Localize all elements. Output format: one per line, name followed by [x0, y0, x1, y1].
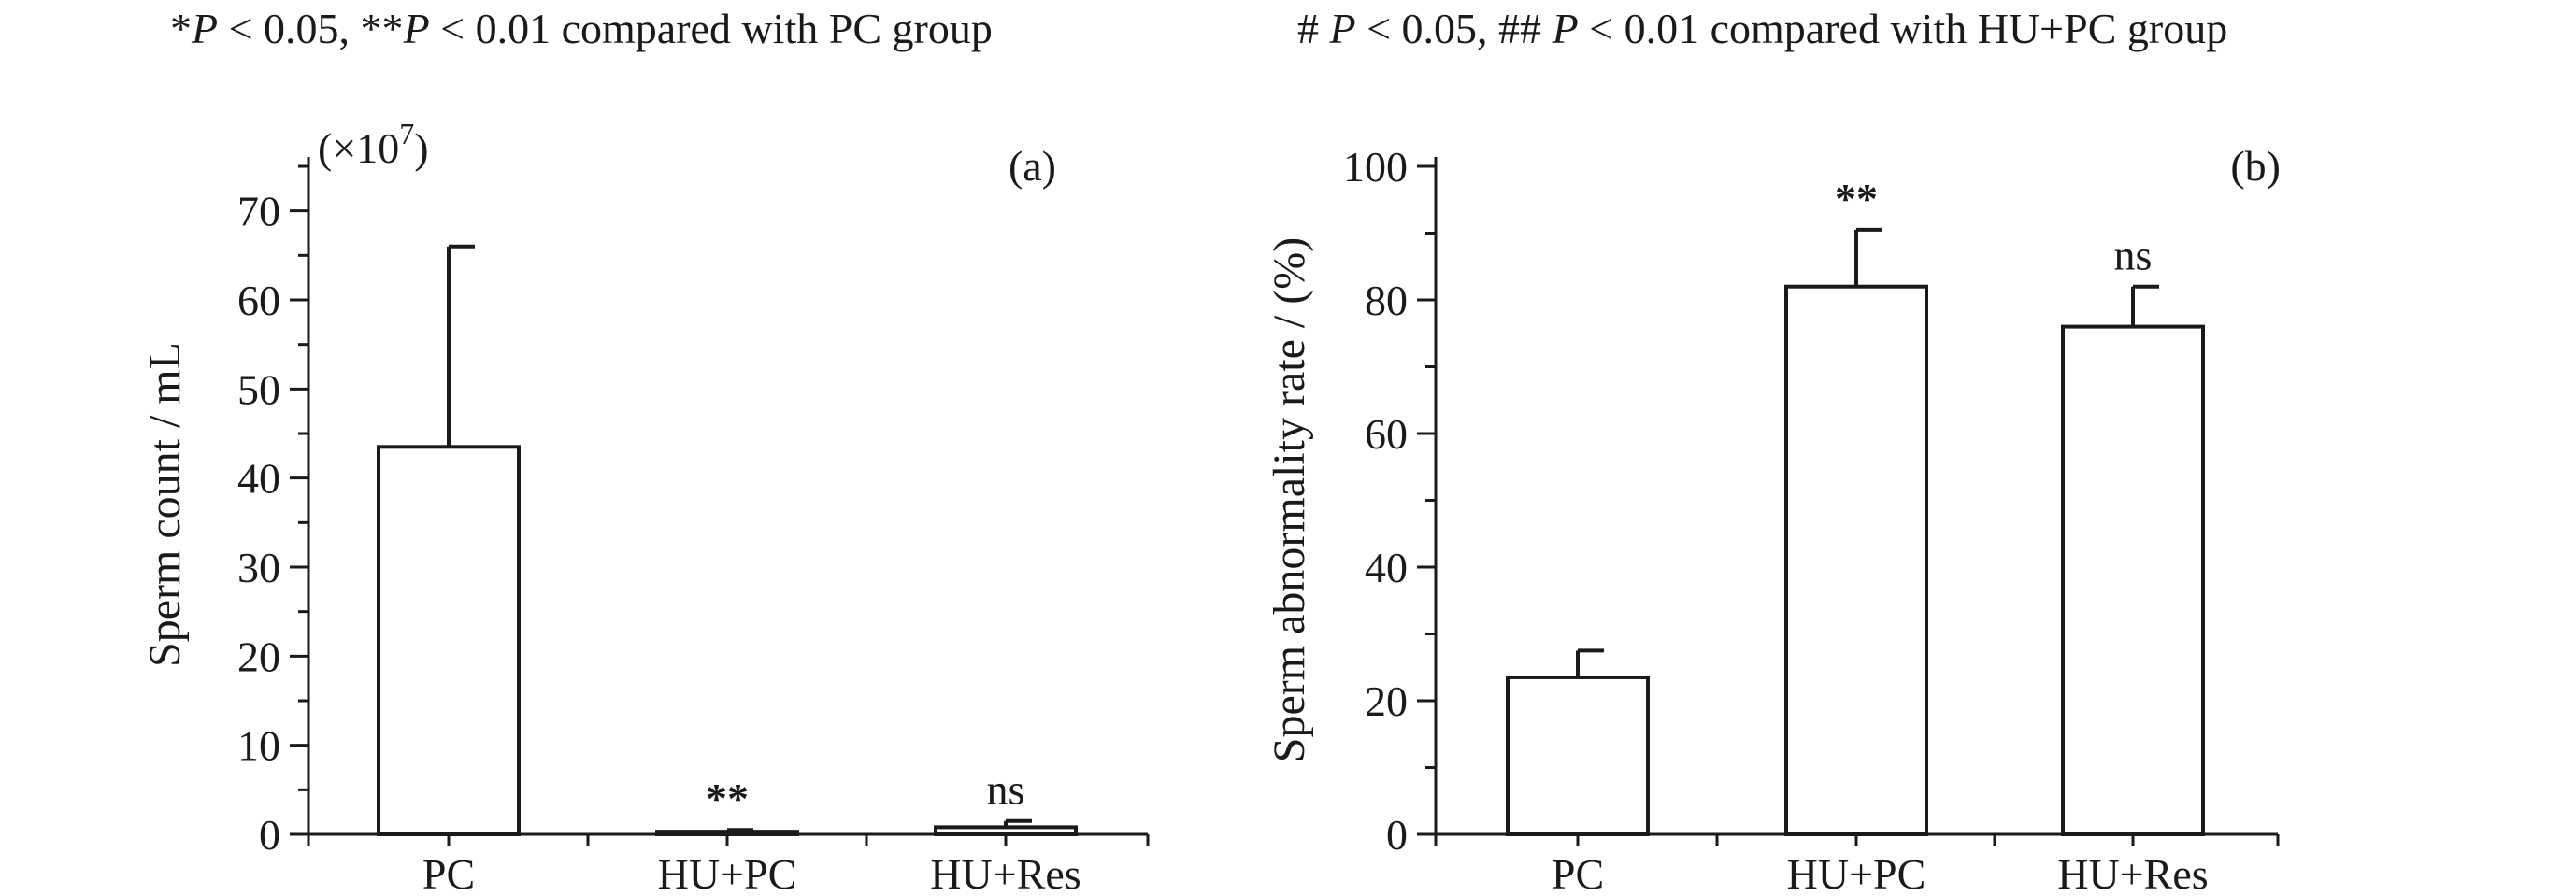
bar-hu-res	[2061, 324, 2205, 837]
bar-hu-pc	[1784, 284, 1928, 836]
x-category-label: HU+Res	[930, 850, 1080, 896]
y-tick-label: 50	[237, 365, 280, 413]
p-symbol: P	[403, 5, 430, 52]
note-text: *	[170, 5, 192, 52]
panel-label: (a)	[1009, 142, 1056, 190]
y-tick-label: 0	[259, 811, 280, 859]
p-symbol: P	[1552, 5, 1579, 52]
note-text: #	[1297, 5, 1330, 52]
significance-note-hu-pc: # P < 0.05, ## P < 0.01 compared with HU…	[1297, 5, 2227, 52]
y-tick-label: 70	[237, 188, 280, 235]
y-axis-title: Sperm abnormality rate / (%)	[1265, 237, 1314, 762]
significance-annotation: **	[1835, 175, 1878, 222]
panel-a-sperm-count-chart: 0 10 20 30 40 50 60 70 PC HU+PC ** HU+Res ns (a) Sperm…	[140, 117, 1150, 896]
x-category-label: HU+Res	[2057, 850, 2208, 896]
y-tick-label: 60	[237, 277, 280, 324]
y-tick-label: 30	[237, 544, 280, 591]
y-axis-title: Sperm count / mL	[140, 342, 190, 667]
y-tick-label: 20	[237, 633, 280, 680]
note-text: < 0.05, **	[218, 5, 403, 52]
y-tick-label: 20	[1365, 677, 1408, 725]
y-tick-label: 60	[1365, 410, 1408, 458]
y-tick-label: 40	[1365, 544, 1408, 591]
y-axis-multiplier: (×107)	[318, 117, 429, 172]
significance-annotation: ns	[2114, 232, 2153, 279]
note-text: < 0.01 compared with PC group	[430, 5, 993, 52]
x-category-label: PC	[422, 850, 475, 896]
panel-label: (b)	[2230, 142, 2281, 190]
p-symbol: P	[191, 5, 218, 52]
x-category-label: PC	[1552, 850, 1604, 896]
note-text: < 0.05, ##	[1356, 5, 1553, 52]
significance-note-pc: *P < 0.05, **P < 0.01 compared with PC g…	[170, 5, 993, 52]
bar-hu-res	[934, 825, 1078, 837]
bar-pc	[1506, 675, 1650, 836]
significance-annotation: **	[706, 775, 749, 822]
y-tick-label: 40	[237, 455, 280, 503]
y-tick-label: 0	[1386, 811, 1408, 859]
x-category-label: HU+PC	[658, 850, 797, 896]
y-tick-label: 80	[1365, 277, 1408, 324]
y-tick-label: 100	[1343, 143, 1408, 191]
p-symbol: P	[1329, 5, 1356, 52]
bar-pc	[377, 445, 521, 836]
bar-hu-pc	[655, 830, 799, 837]
note-text: < 0.01 compared with HU+PC group	[1579, 5, 2228, 52]
panel-b-sperm-abnormality-chart: 0 20 40 60 80 100 PC HU+PC ** HU+Res ns (b) Sperm ab…	[1265, 142, 2281, 896]
y-tick-label: 10	[237, 722, 280, 770]
x-category-label: HU+PC	[1787, 850, 1926, 896]
significance-annotation: ns	[987, 766, 1025, 814]
